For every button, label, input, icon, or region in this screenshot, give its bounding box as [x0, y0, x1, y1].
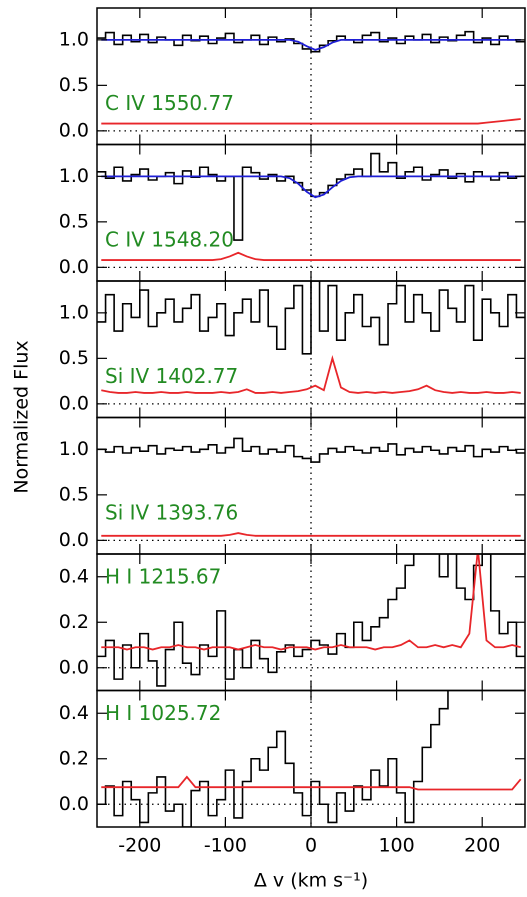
panel-label: Si IV 1393.76: [105, 501, 238, 525]
panel-label: Si IV 1402.77: [105, 364, 238, 388]
panel: [97, 144, 525, 281]
x-tick-label: -200: [118, 835, 161, 857]
y-tick-label: 1.0: [59, 165, 89, 187]
flux-step-line: [97, 690, 449, 827]
x-tick-label: 200: [464, 835, 500, 857]
panel-label: C IV 1550.77: [105, 91, 234, 115]
y-tick-label: 0.4: [59, 565, 89, 587]
x-tick-label: -100: [204, 835, 247, 857]
y-tick-label: 0.0: [59, 793, 89, 815]
y-tick-label: 0.0: [59, 256, 89, 278]
y-tick-label: 1.0: [59, 28, 89, 50]
panel-label: H I 1215.67: [105, 565, 221, 589]
x-tick-label: 100: [378, 835, 414, 857]
y-axis-label: Normalized Flux: [11, 340, 33, 493]
model-line: [101, 532, 521, 537]
model-line: [101, 554, 521, 651]
panel-label: C IV 1548.20: [105, 228, 234, 252]
x-tick-label: 0: [305, 835, 317, 857]
model-line: [101, 175, 521, 199]
panel: [97, 8, 525, 145]
y-tick-label: 0.5: [59, 210, 89, 232]
model-line: [101, 251, 521, 261]
y-tick-label: 1.0: [59, 438, 89, 460]
panel: [97, 554, 525, 691]
x-axis-label: Δ v (km s⁻¹): [254, 870, 368, 892]
y-tick-label: 0.4: [59, 702, 89, 724]
y-tick-label: 0.5: [59, 347, 89, 369]
model-line: [101, 118, 521, 125]
y-tick-label: 1.0: [59, 301, 89, 323]
y-tick-label: 0.0: [59, 119, 89, 141]
panel: [97, 281, 525, 418]
panel: [97, 690, 525, 827]
panel: [97, 417, 525, 554]
y-tick-label: 0.5: [59, 483, 89, 505]
y-tick-label: 0.2: [59, 747, 89, 769]
model-line: [101, 355, 521, 394]
model-line: [101, 775, 522, 791]
flux-step-line: [97, 152, 525, 241]
y-tick-label: 0.0: [59, 529, 89, 551]
panel-label: H I 1025.72: [105, 701, 221, 725]
flux-step-line: [97, 554, 525, 687]
y-tick-label: 0.0: [59, 656, 89, 678]
y-tick-label: 0.5: [59, 74, 89, 96]
model-line: [101, 38, 521, 51]
y-tick-label: 0.0: [59, 392, 89, 414]
flux-step-line: [97, 281, 525, 355]
flux-step-line: [97, 437, 525, 463]
y-tick-label: 0.2: [59, 611, 89, 633]
